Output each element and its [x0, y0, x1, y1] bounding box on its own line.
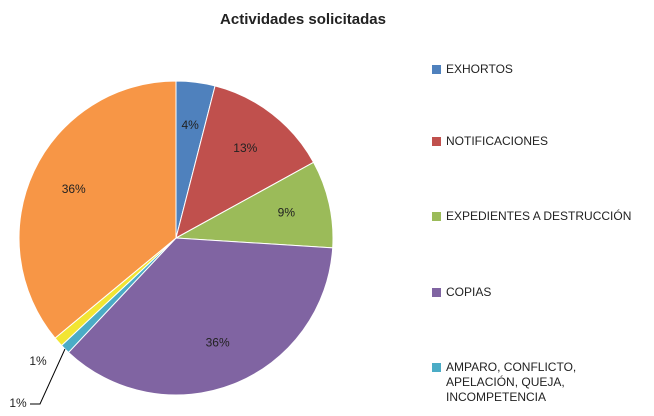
leader-line — [30, 348, 66, 405]
data-label: 4% — [181, 118, 199, 132]
data-label: 1% — [29, 354, 47, 368]
legend-label: EXPEDIENTES A DESTRUCCIÓN — [446, 209, 632, 223]
pie-slice — [67, 237, 334, 396]
chart-title: Actividades solicitadas — [220, 11, 386, 28]
data-label: 9% — [278, 206, 296, 220]
legend-label: AMPARO, CONFLICTO, APELACIÓN, QUEJA, INC… — [446, 360, 577, 404]
pie-slice — [175, 85, 315, 239]
legend-label: COPIAS — [446, 285, 492, 299]
legend-label: NOTIFICACIONES — [446, 134, 549, 148]
legend-swatch — [432, 363, 441, 372]
data-label: 13% — [233, 141, 257, 155]
legend-swatch — [432, 65, 441, 74]
data-label: 1% — [9, 396, 27, 410]
legend-label: EXHORTOS — [446, 62, 513, 76]
pie-slice — [174, 161, 334, 249]
data-label: 36% — [62, 182, 86, 196]
legend-swatch — [432, 212, 441, 221]
data-label: 36% — [206, 335, 230, 349]
legend-swatch — [432, 288, 441, 297]
legend-swatch — [432, 137, 441, 146]
pie-slice — [18, 80, 177, 339]
